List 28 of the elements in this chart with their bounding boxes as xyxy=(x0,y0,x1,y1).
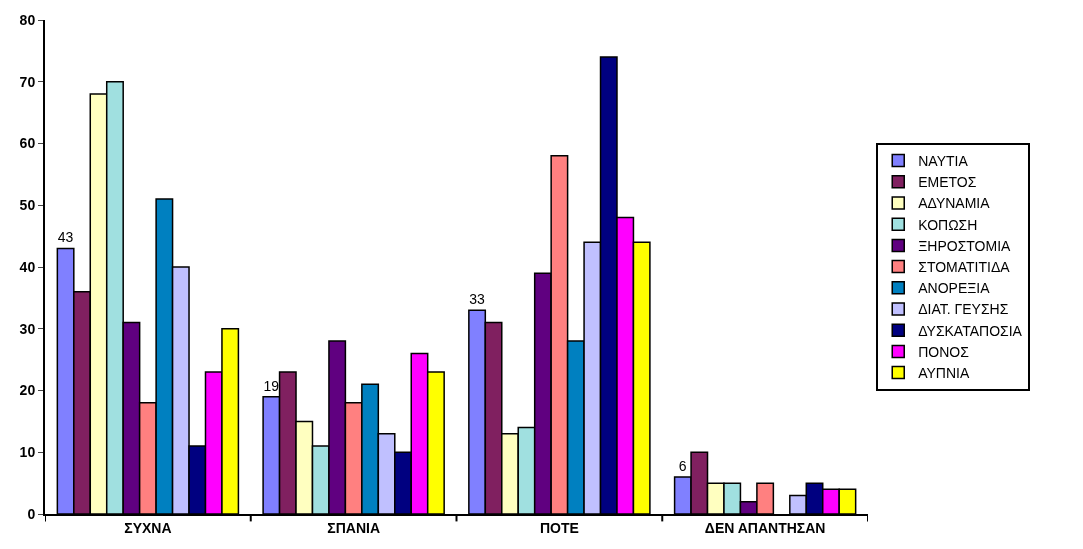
legend-label: ΔΙΑΤ. ΓΕΥΣΗΣ xyxy=(918,301,1009,318)
y-tick-label: 0 xyxy=(27,505,36,522)
legend-label: ΣΤΟΜΑΤΙΤΙΔΑ xyxy=(918,259,1011,276)
legend-label: ΑΝΟΡΕΞΙΑ xyxy=(918,280,991,297)
legend-label: ΕΜΕΤΟΣ xyxy=(918,174,977,191)
legend-label: ΑΥΠΝΙΑ xyxy=(918,365,970,382)
y-tick-label: 20 xyxy=(19,382,36,399)
y-tick-label: 50 xyxy=(19,197,36,214)
legend-label: ΔΥΣΚΑΤΑΠΟΣΙΑ xyxy=(918,322,1023,339)
x-tick-label: ΔΕΝ ΑΠΑΝΤΗΣΑΝ xyxy=(704,519,826,536)
y-tick-label: 30 xyxy=(19,320,36,337)
legend-label: ΞΗΡΟΣΤΟΜΙΑ xyxy=(918,237,1012,254)
legend-label: ΚΟΠΩΣΗ xyxy=(918,216,978,233)
x-tick-label: ΣΥΧΝΑ xyxy=(124,519,172,536)
legend-label: ΠΟΝΟΣ xyxy=(918,343,970,360)
y-tick-label: 60 xyxy=(19,135,36,152)
x-tick-label: ΠΟΤΕ xyxy=(539,519,579,536)
data-label: 6 xyxy=(678,457,687,474)
data-label: 19 xyxy=(263,377,280,394)
y-tick-label: 40 xyxy=(19,258,36,275)
data-label: 43 xyxy=(57,229,74,246)
legend-label: ΑΔΥΝΑΜΙΑ xyxy=(918,195,991,212)
y-tick-label: 10 xyxy=(19,444,36,461)
data-label: 33 xyxy=(469,291,485,308)
y-tick-label: 70 xyxy=(19,73,36,90)
legend-label: ΝΑΥΤΙΑ xyxy=(918,153,969,170)
x-tick-label: ΣΠΑΝΙΑ xyxy=(327,519,380,536)
y-tick-label: 80 xyxy=(19,11,36,28)
